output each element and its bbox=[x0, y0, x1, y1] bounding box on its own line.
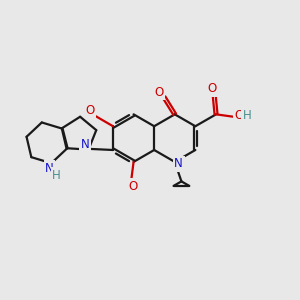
Text: O: O bbox=[129, 180, 138, 193]
Text: O: O bbox=[235, 109, 244, 122]
Text: H: H bbox=[52, 169, 61, 182]
Text: N: N bbox=[81, 138, 89, 151]
Text: O: O bbox=[85, 104, 94, 117]
Text: N: N bbox=[174, 158, 183, 170]
Text: H: H bbox=[243, 109, 251, 122]
Text: O: O bbox=[208, 82, 217, 95]
Text: N: N bbox=[45, 162, 54, 175]
Text: O: O bbox=[154, 86, 164, 99]
